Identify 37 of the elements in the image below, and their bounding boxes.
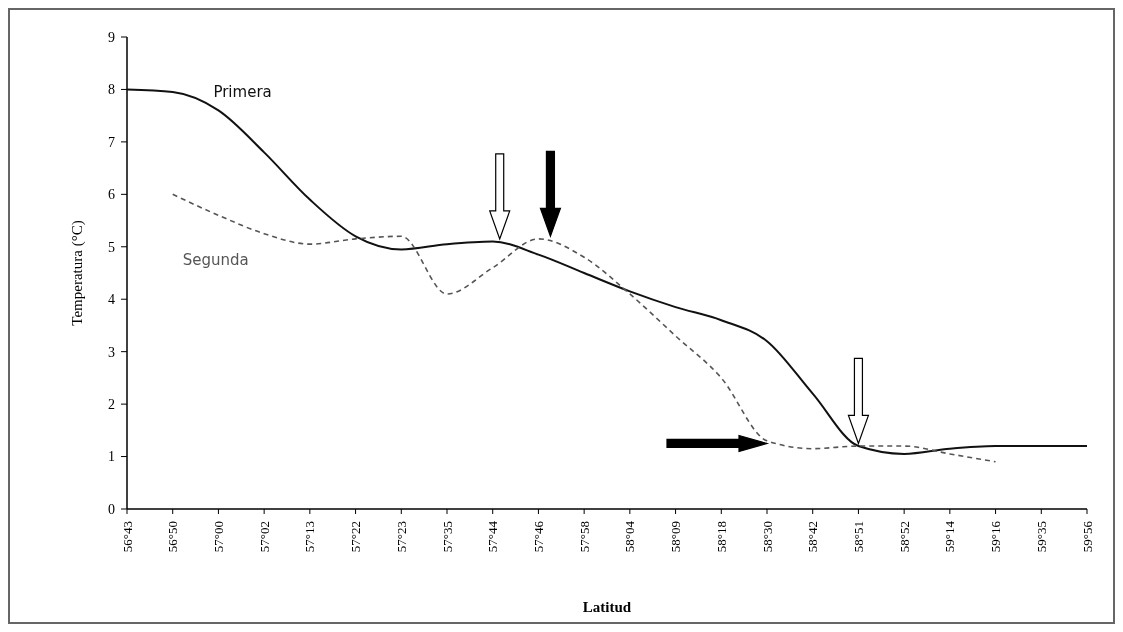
x-tick-label: 58°04 [622, 520, 638, 553]
x-tick-label: 57°23 [393, 521, 409, 553]
x-tick-label: 56°43 [119, 521, 135, 553]
line-series [171, 193, 997, 463]
x-tick-label: 57°00 [210, 521, 226, 553]
y-tick-label: 8 [108, 82, 115, 98]
x-tick-label: 59°14 [942, 520, 958, 553]
y-tick-label: 1 [108, 449, 115, 465]
x-tick-label: 56°50 [165, 521, 181, 553]
x-tick-label: 59°56 [1079, 520, 1095, 553]
x-tick-label: 57°58 [576, 521, 592, 553]
x-tick-label: 57°22 [348, 521, 364, 553]
y-tick-label: 2 [108, 397, 115, 413]
y-tick-label: 5 [108, 239, 115, 255]
x-tick-label: 59°35 [1033, 521, 1049, 553]
x-tick-label: 58°30 [759, 521, 775, 553]
x-tick-label: 57°02 [256, 521, 272, 553]
y-tick-label: 6 [108, 187, 115, 203]
series-label: Primera [213, 83, 272, 102]
x-tick-label: 57°13 [302, 521, 318, 553]
x-tick-label: 58°42 [805, 521, 821, 553]
x-tick-label: 58°51 [850, 521, 866, 553]
y-axis-title: Temperatura (°C) [69, 220, 86, 326]
x-tick-label: 57°46 [530, 520, 546, 553]
x-tick-label: 57°35 [439, 521, 455, 553]
y-tick-label: 3 [108, 344, 115, 360]
y-tick-label: 9 [108, 29, 115, 45]
x-tick-label: 59°16 [988, 520, 1004, 553]
x-tick-label: 58°18 [713, 521, 729, 553]
y-tick-label: 0 [108, 501, 115, 517]
x-axis-title: Latitud [582, 599, 632, 615]
x-tick-label: 58°09 [668, 521, 684, 553]
x-tick-label: 57°44 [485, 520, 501, 553]
x-tick-label: 58°52 [896, 521, 912, 553]
y-tick-label: 4 [108, 292, 115, 308]
y-tick-label: 7 [108, 134, 115, 150]
series-label: Segunda [182, 251, 249, 270]
